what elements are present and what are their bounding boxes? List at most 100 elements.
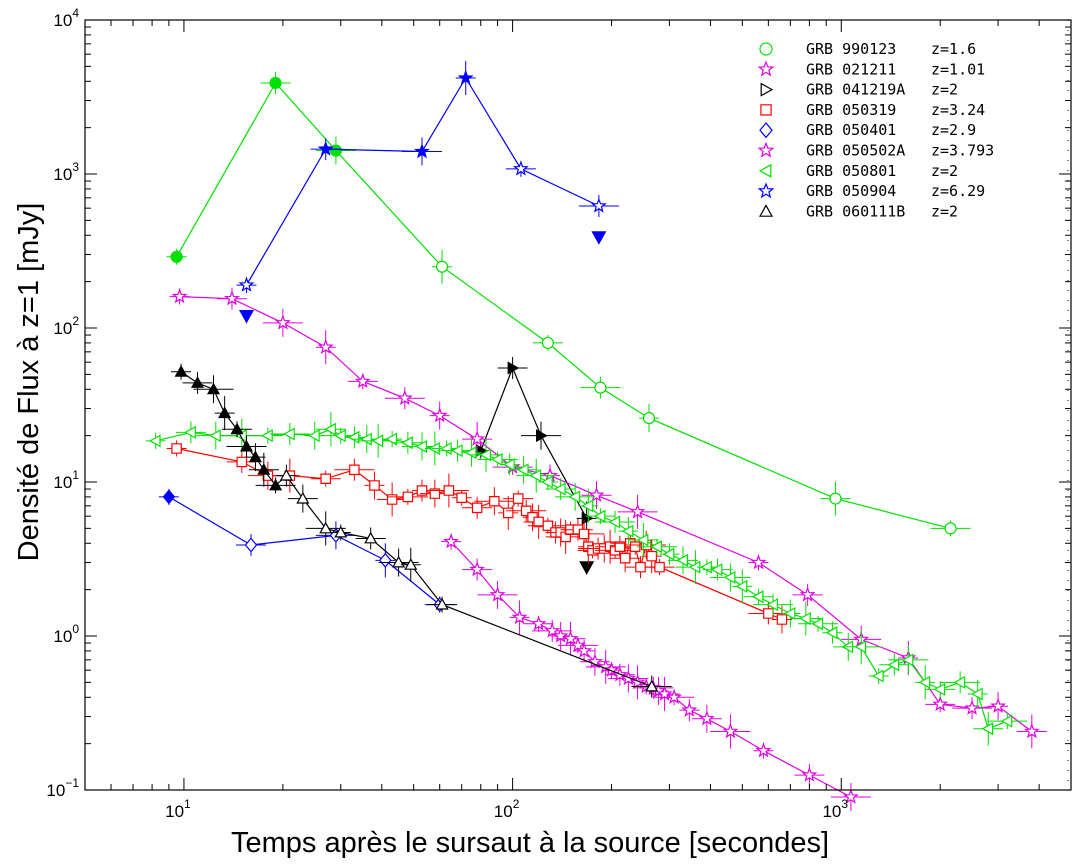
y-tick-label: 104 — [53, 6, 79, 30]
legend-entry: GRB 021211 z=1.01 — [757, 60, 985, 78]
data-point — [801, 766, 818, 782]
data-point — [489, 586, 506, 602]
data-point — [854, 640, 867, 654]
data-point — [469, 561, 486, 577]
legend-marker — [758, 204, 774, 217]
legend-entry: GRB 050502A z=3.793 — [757, 141, 994, 160]
data-point — [662, 547, 675, 561]
data-point — [766, 598, 778, 612]
data-point — [562, 630, 579, 646]
data-point — [887, 658, 900, 672]
plot-frame — [84, 19, 1072, 791]
data-point — [970, 687, 983, 701]
data-point — [536, 429, 548, 443]
data-point — [944, 522, 957, 535]
legend-label: GRB 990123 — [806, 40, 896, 58]
series-grb-041219a — [470, 356, 597, 575]
data-point — [553, 482, 566, 496]
data-point — [608, 515, 621, 529]
data-point — [174, 364, 188, 377]
data-point — [541, 336, 554, 350]
legend-entry: GRB 060111B z=2 — [758, 202, 958, 220]
legend-label: GRB 050904 — [806, 182, 896, 200]
data-point — [379, 552, 392, 568]
legend-label: GRB 050319 — [806, 101, 896, 119]
data-point — [629, 541, 641, 552]
data-point — [269, 76, 282, 90]
data-point — [581, 511, 594, 525]
data-point — [1000, 714, 1013, 728]
data-point — [588, 486, 605, 503]
data-point — [224, 290, 240, 306]
data-point — [431, 407, 448, 423]
data-point — [329, 144, 343, 157]
data-point — [279, 468, 293, 481]
data-point — [171, 288, 188, 304]
data-point — [964, 699, 980, 715]
data-point — [489, 496, 500, 507]
data-point — [429, 488, 441, 499]
data-point — [274, 314, 291, 330]
data-point — [296, 491, 310, 504]
data-point — [544, 622, 561, 638]
legend-label: GRB 060111B — [806, 202, 905, 220]
data-point — [512, 493, 524, 504]
legend-marker — [760, 82, 774, 97]
series-line — [480, 366, 588, 519]
data-point — [238, 276, 255, 292]
series-grb-050904 — [236, 61, 619, 324]
data-point — [512, 160, 529, 176]
data-point — [629, 674, 646, 690]
data-point — [1023, 723, 1040, 739]
data-point — [578, 528, 590, 540]
data-point — [763, 608, 774, 619]
data-point — [568, 490, 581, 504]
data-point — [415, 439, 427, 454]
data-point — [829, 492, 842, 505]
upper-limit-marker — [591, 231, 607, 245]
data-point — [621, 524, 634, 538]
data-point — [218, 406, 232, 419]
data-point — [799, 586, 816, 602]
data-point — [698, 710, 715, 726]
data-point — [676, 553, 688, 567]
data-point — [283, 427, 295, 441]
series-grb-050801 — [145, 412, 1028, 746]
data-point — [751, 590, 764, 604]
data-point — [619, 552, 631, 564]
series-grb-990123 — [166, 71, 971, 537]
data-point — [414, 143, 430, 159]
data-point — [479, 448, 491, 462]
data-point — [401, 436, 413, 450]
legend: GRB 990123 z=1.6 GRB 021211 z=1.01 GRB 04121… — [757, 40, 994, 220]
data-point — [347, 430, 360, 444]
data-point — [371, 434, 384, 448]
data-point — [516, 463, 529, 477]
data-point — [666, 688, 683, 705]
legend-label: GRB 021211 — [806, 60, 896, 78]
data-point — [320, 473, 331, 484]
data-point — [530, 615, 547, 631]
legend-marker — [757, 141, 775, 158]
data-point — [629, 503, 646, 519]
data-point — [507, 361, 520, 375]
data-point — [654, 561, 665, 573]
data-point — [317, 338, 334, 355]
data-point — [239, 439, 254, 452]
series-line — [179, 296, 1033, 732]
data-point — [402, 491, 414, 503]
legend-marker — [757, 182, 775, 199]
data-point — [590, 197, 607, 213]
data-series — [145, 61, 1047, 812]
data-point — [269, 478, 283, 491]
data-point — [248, 450, 262, 463]
data-point — [646, 550, 657, 562]
data-point — [783, 606, 796, 621]
y-axis-title: Densité de Flux à z=1 [mJy] — [13, 203, 45, 562]
data-point — [206, 382, 221, 395]
legend-marker — [759, 42, 773, 56]
legend-redshift: z=2 — [931, 81, 958, 99]
data-point — [901, 653, 914, 667]
data-point — [456, 492, 467, 503]
legend-redshift: z=2.9 — [931, 121, 976, 139]
